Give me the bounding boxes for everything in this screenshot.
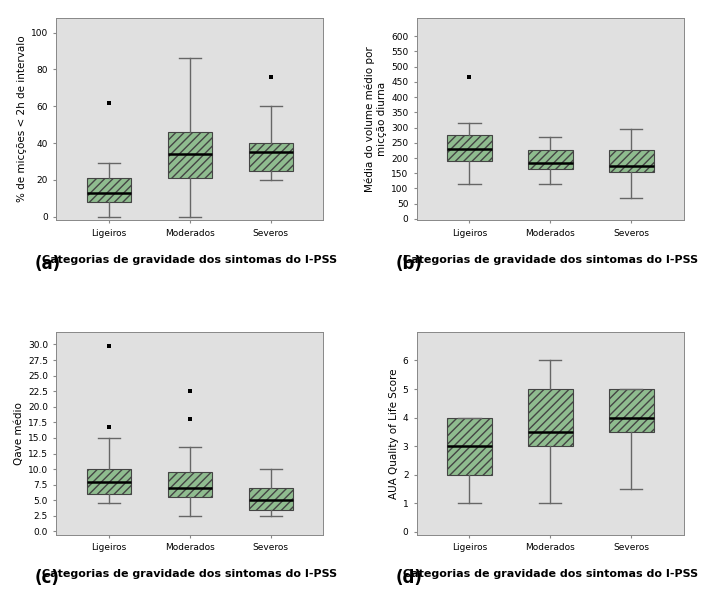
Y-axis label: Média do volume médio por
micção diurna: Média do volume médio por micção diurna — [365, 46, 387, 192]
PathPatch shape — [609, 150, 654, 172]
PathPatch shape — [249, 143, 293, 170]
Text: Categorias de gravidade dos sintomas do I-PSS: Categorias de gravidade dos sintomas do … — [403, 255, 698, 265]
Text: (c): (c) — [35, 569, 60, 587]
PathPatch shape — [168, 132, 212, 178]
PathPatch shape — [447, 418, 491, 475]
PathPatch shape — [447, 135, 491, 161]
PathPatch shape — [87, 469, 131, 494]
PathPatch shape — [609, 389, 654, 432]
PathPatch shape — [528, 150, 572, 169]
PathPatch shape — [249, 488, 293, 510]
Text: (a): (a) — [35, 255, 61, 273]
Y-axis label: AUA Quality of Life Score: AUA Quality of Life Score — [388, 368, 398, 498]
Y-axis label: % de micções < 2h de intervalo: % de micções < 2h de intervalo — [17, 36, 27, 203]
Text: Categorias de gravidade dos sintomas do I-PSS: Categorias de gravidade dos sintomas do … — [403, 569, 698, 579]
PathPatch shape — [87, 178, 131, 202]
PathPatch shape — [528, 389, 572, 446]
Text: (b): (b) — [396, 255, 422, 273]
PathPatch shape — [168, 472, 212, 497]
Y-axis label: Qave médio: Qave médio — [14, 402, 24, 465]
Text: Categorias de gravidade dos sintomas do I-PSS: Categorias de gravidade dos sintomas do … — [42, 255, 338, 265]
Text: (d): (d) — [396, 569, 422, 587]
Text: Categorias de gravidade dos sintomas do I-PSS: Categorias de gravidade dos sintomas do … — [42, 569, 338, 579]
